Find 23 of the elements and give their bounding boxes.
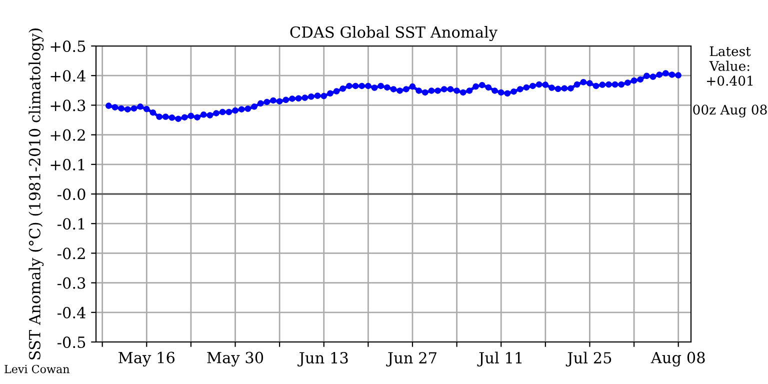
x-tick-label: Jul 11 [477,352,522,367]
x-tick-label: May 30 [207,352,264,367]
y-tick-label: -0.2 [57,248,85,260]
y-tick-label: -0.3 [57,277,86,289]
y-axis-title: SST Anomaly (°C) (1981-2010 climatology) [28,28,44,360]
x-tick-label: Jul 25 [566,352,612,367]
y-tick-label: +0.1 [50,158,84,170]
y-tick-label: +0.2 [50,129,85,141]
x-tick-label: Jun 27 [386,352,436,367]
y-tick-label: +0.4 [50,70,86,82]
x-tick-label: Aug 08 [650,352,705,367]
x-tick-label: May 16 [118,352,175,367]
text: Latest Value: +0.401 [706,46,753,86]
text: Levi Cowan [4,364,70,374]
y-tick-label: -0.0 [57,188,86,200]
y-tick-label: +0.3 [50,100,86,112]
chart-title: CDAS Global SST Anomaly [290,26,498,42]
y-tick-label: +0.5 [50,40,86,52]
y-tick-label: -0.4 [57,306,86,318]
y-tick-label: -0.5 [57,336,86,348]
text: 00z Aug 08 [693,104,767,118]
x-tick-label: Jun 13 [298,352,348,367]
y-tick-label: -0.1 [57,218,84,230]
